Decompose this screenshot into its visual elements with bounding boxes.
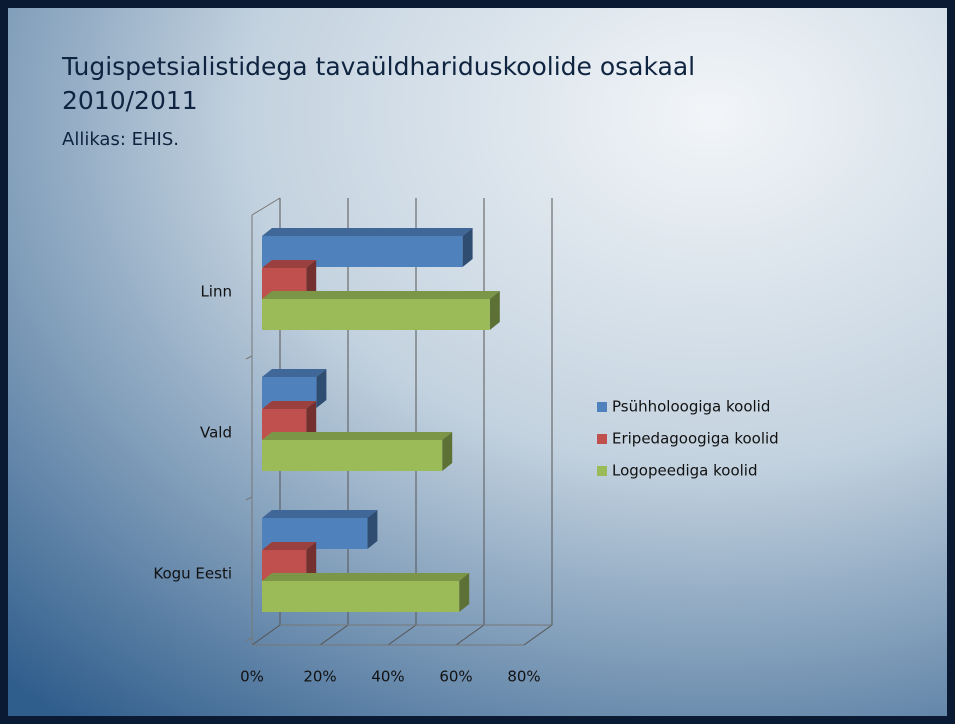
subtitle: Allikas: EHIS.	[62, 129, 179, 150]
bar	[262, 432, 452, 471]
y-tick-label: Kogu Eesti	[153, 565, 232, 583]
bar	[262, 291, 500, 330]
y-tick-label: Vald	[200, 424, 232, 442]
x-tick-label: 40%	[371, 668, 404, 686]
bar	[262, 573, 469, 612]
title-line: 2010/2011	[62, 86, 198, 115]
legend-swatch	[597, 466, 607, 476]
legend-label: Logopeediga koolid	[612, 462, 757, 480]
x-tick-label: 80%	[507, 668, 540, 686]
y-tick-label: Linn	[200, 283, 232, 301]
legend-swatch	[597, 434, 607, 444]
bar-top	[262, 228, 473, 236]
bar-top	[262, 369, 326, 377]
x-tick-label: 0%	[240, 668, 264, 686]
bar-front	[262, 440, 442, 471]
bar-top	[262, 510, 377, 518]
bar-front	[262, 581, 459, 612]
x-tick-label: 60%	[439, 668, 472, 686]
bar-top	[262, 573, 469, 581]
slide: Tugispetsialistidega tavaüldhariduskooli…	[0, 0, 955, 724]
bar-top	[262, 291, 500, 299]
legend-label: Eripedagoogiga koolid	[612, 430, 779, 448]
legend-label: Psühholoogiga koolid	[612, 398, 770, 416]
title-line: Tugispetsialistidega tavaüldhariduskooli…	[61, 52, 695, 81]
bar-top	[262, 432, 452, 440]
bar-front	[262, 299, 490, 330]
page: Tugispetsialistidega tavaüldhariduskooli…	[0, 0, 955, 728]
x-tick-label: 20%	[303, 668, 336, 686]
legend-swatch	[597, 402, 607, 412]
